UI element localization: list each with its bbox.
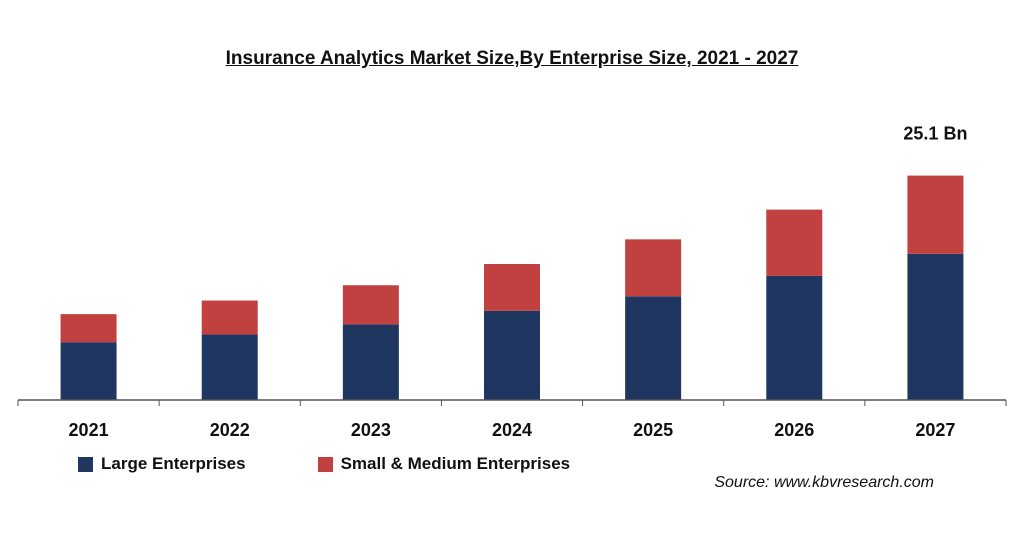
bar-large-2021 xyxy=(60,342,117,400)
bar-sme-2025 xyxy=(625,239,682,297)
bar-large-2023 xyxy=(342,324,399,400)
x-tick-label: 2022 xyxy=(210,420,250,440)
legend-swatch-large-enterprises xyxy=(78,456,93,472)
bar-sme-2027 xyxy=(907,175,964,254)
x-tick-label: 2026 xyxy=(774,420,814,440)
bar-sme-2026 xyxy=(766,209,823,276)
x-tick-label: 2023 xyxy=(351,420,391,440)
legend-swatch-sme xyxy=(317,456,333,472)
source-note: Source: www.kbvresearch.com xyxy=(714,474,934,491)
x-axis xyxy=(17,399,1007,406)
legend-item-sme: Small & Medium Enterprises xyxy=(317,454,571,474)
legend-item-large-enterprises: Large Enterprises xyxy=(78,454,246,474)
x-tick-label: 2025 xyxy=(633,420,673,440)
bar-large-2022 xyxy=(201,334,258,400)
total-annotation-2027: 25.1 Bn xyxy=(903,124,967,144)
bars-layer xyxy=(60,175,964,400)
bar-sme-2021 xyxy=(60,314,117,343)
bar-large-2027 xyxy=(907,253,964,400)
x-tick-labels: 2021 2022 2023 2024 2025 2026 2027 xyxy=(69,420,956,440)
x-tick-label: 2024 xyxy=(492,420,532,440)
bar-large-2024 xyxy=(484,310,540,400)
bar-sme-2023 xyxy=(342,285,399,325)
legend-label-large-enterprises: Large Enterprises xyxy=(101,454,246,473)
bar-large-2026 xyxy=(766,275,823,400)
legend: Large Enterprises Small & Medium Enterpr… xyxy=(78,454,642,474)
chart-title: Insurance Analytics Market Size,By Enter… xyxy=(225,48,799,69)
x-tick-label: 2027 xyxy=(915,420,955,440)
annotations-layer: 25.1 Bn xyxy=(903,124,967,144)
bar-sme-2024 xyxy=(484,264,540,311)
bar-sme-2022 xyxy=(201,300,258,335)
x-tick-label: 2021 xyxy=(69,420,109,440)
legend-label-sme: Small & Medium Enterprises xyxy=(340,454,571,473)
bar-large-2025 xyxy=(625,296,682,400)
